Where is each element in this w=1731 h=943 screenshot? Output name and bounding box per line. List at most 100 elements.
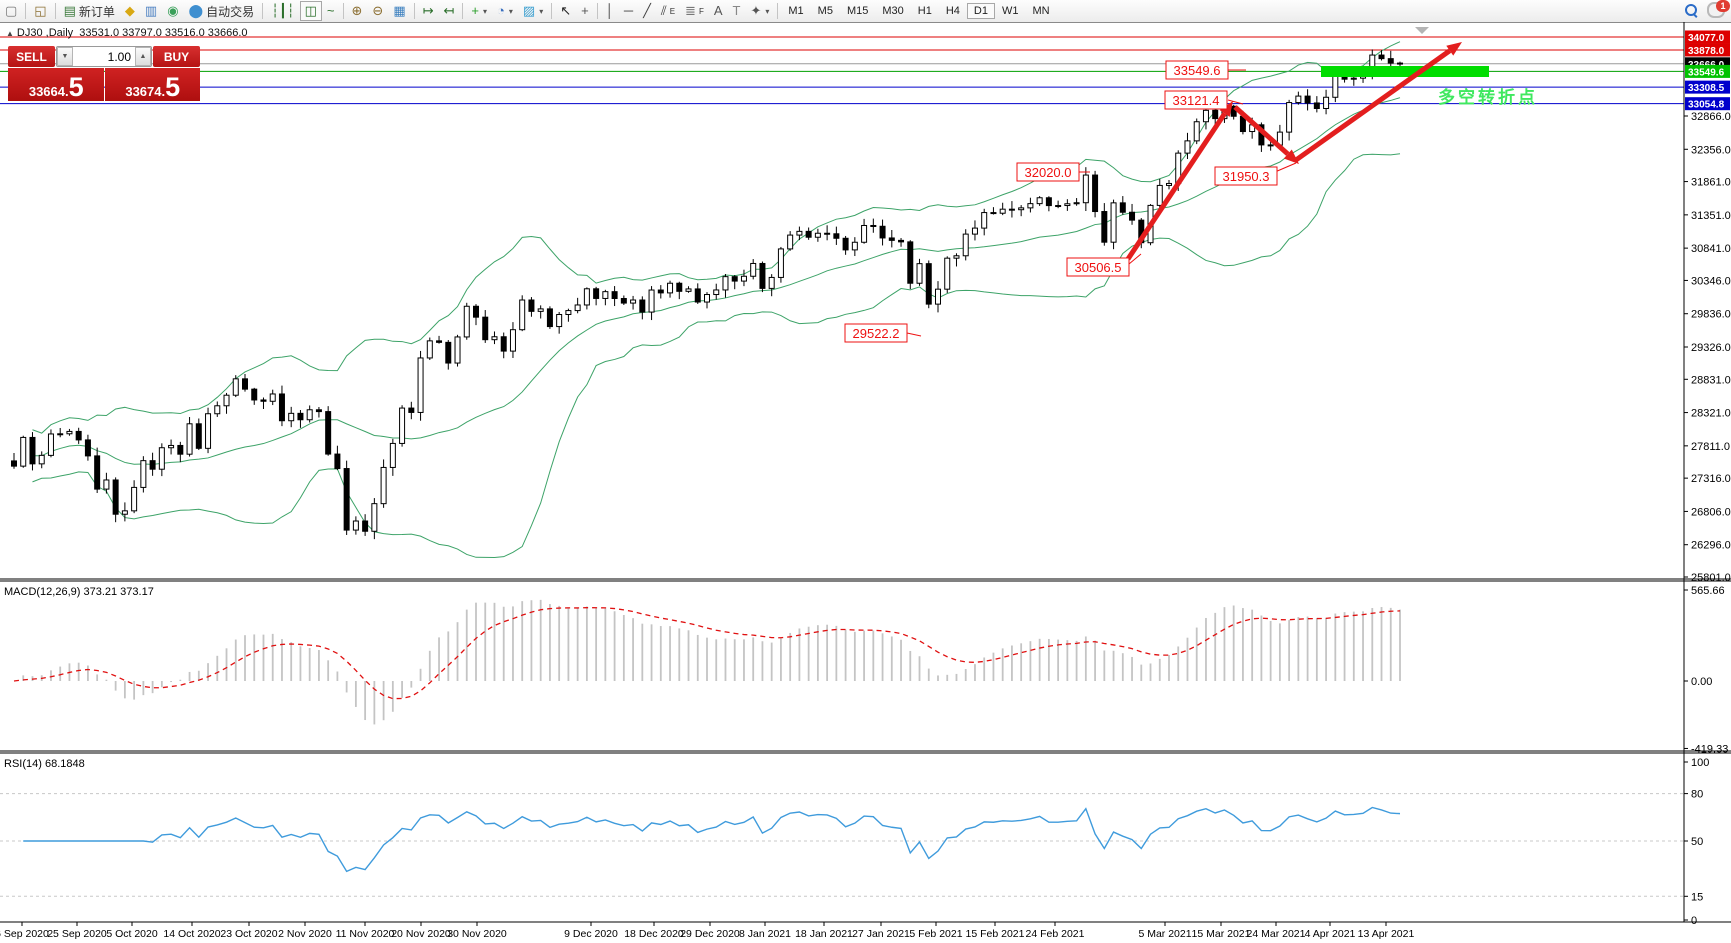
auto-trading-button[interactable]: ⬤ 自动交易: [184, 1, 260, 21]
market-watch-button[interactable]: ▥: [140, 1, 162, 21]
notification-badge: 1: [1716, 0, 1730, 12]
svg-text:18 Jan 2021: 18 Jan 2021: [795, 928, 853, 940]
timeframe-m1-button[interactable]: M1: [788, 5, 804, 17]
svg-text:5 Oct 2020: 5 Oct 2020: [106, 928, 158, 940]
volume-increase-button[interactable]: ▲: [135, 47, 151, 66]
search-icon[interactable]: [1685, 4, 1697, 16]
svg-text:15 Mar 2021: 15 Mar 2021: [1192, 928, 1251, 940]
channel-button[interactable]: ⫽ E: [656, 1, 680, 21]
svg-text:29522.2: 29522.2: [853, 326, 900, 341]
svg-text:5 Feb 2021: 5 Feb 2021: [909, 928, 962, 940]
candlestick-mode-button[interactable]: ◫: [299, 1, 322, 21]
svg-text:28321.0: 28321.0: [1691, 408, 1731, 420]
signals-icon: ◉: [167, 3, 179, 18]
vertical-line-icon: │: [605, 3, 614, 18]
candlestick-mode-icon: ◫: [304, 3, 317, 18]
channel-icon-sub: E: [669, 6, 676, 16]
chart-shift-icon: ↦: [422, 3, 434, 18]
profile-magnifier-icon: ◱: [34, 3, 47, 18]
vertical-line-button[interactable]: │: [601, 1, 619, 21]
volume-input[interactable]: 1.00: [107, 49, 131, 64]
svg-text:33549.6: 33549.6: [1688, 67, 1725, 78]
zoom-out-button[interactable]: ⊖: [367, 1, 388, 21]
fibonacci-button[interactable]: ≣ F: [680, 1, 709, 21]
horizontal-line-icon: ─: [623, 3, 634, 18]
cursor-icon: ↖: [560, 3, 572, 18]
svg-text:11 Nov 2020: 11 Nov 2020: [336, 928, 395, 940]
trendline-icon: ╱: [643, 3, 651, 18]
chart-area[interactable]: 32866.0 32356.0 31861.0 31351.0 30841.0 30346…: [0, 22, 1731, 943]
text-button[interactable]: A: [709, 1, 728, 21]
ohlc-values: 33531.0 33797.0 33516.0 33666.0: [79, 27, 248, 39]
new-chart-icon: ▢: [5, 3, 18, 18]
shapes-button[interactable]: ✦ ▾: [745, 1, 774, 21]
tile-windows-button[interactable]: ▦: [388, 1, 410, 21]
svg-text:33549.6: 33549.6: [1174, 63, 1221, 78]
notifications-icon[interactable]: 1: [1707, 0, 1730, 18]
period-button[interactable]: ◔ ▾: [492, 1, 518, 21]
add-indicator-dropdown-arrow[interactable]: ▾: [483, 6, 488, 16]
svg-text:20 Nov 2020: 20 Nov 2020: [391, 928, 451, 940]
add-indicator-button[interactable]: + ▾: [466, 1, 492, 21]
line-chart-mode-button[interactable]: ~: [322, 1, 340, 21]
timeframe-m5-button[interactable]: M5: [817, 5, 833, 17]
economic-calendar-button[interactable]: ◆: [120, 1, 140, 21]
template-button[interactable]: ▨ ▾: [518, 1, 548, 21]
shapes-dropdown-arrow[interactable]: ▾: [765, 6, 770, 16]
sell-price-main: 33664: [28, 84, 65, 99]
new-chart-button[interactable]: ▢: [0, 1, 22, 21]
symbol-period-label: DJ30 ,Daily: [16, 27, 74, 39]
auto-scroll-button[interactable]: ↤: [439, 1, 460, 21]
svg-text:31950.3: 31950.3: [1223, 169, 1270, 184]
toolbar-separator: [462, 3, 464, 19]
new-order-button[interactable]: ▤ 新订单: [59, 1, 120, 21]
buy-price-main: 33674: [125, 84, 162, 99]
svg-text:多空转折点: 多空转折点: [1438, 87, 1538, 107]
profile-magnifier-button[interactable]: ◱: [29, 1, 51, 21]
label-button[interactable]: T: [728, 1, 746, 21]
economic-calendar-icon: ◆: [124, 3, 135, 18]
template-dropdown-arrow[interactable]: ▾: [539, 6, 544, 16]
sell-price-frac: 5: [68, 72, 84, 102]
timeframe-h4-button[interactable]: H4: [945, 5, 960, 17]
chart-shift-button[interactable]: ↦: [418, 1, 439, 21]
svg-text:30506.5: 30506.5: [1075, 260, 1122, 275]
svg-text:565.66: 565.66: [1691, 585, 1725, 597]
sell-price-box[interactable]: 33664 . 5: [8, 68, 104, 101]
label-icon: T: [732, 3, 741, 18]
svg-text:18 Dec 2020: 18 Dec 2020: [624, 928, 684, 940]
svg-text:24 Feb 2021: 24 Feb 2021: [1026, 928, 1085, 940]
period-dropdown-arrow[interactable]: ▾: [508, 6, 513, 16]
svg-text:15 Feb 2021: 15 Feb 2021: [966, 928, 1025, 940]
timeframe-h1-button[interactable]: H1: [917, 5, 932, 17]
timeframe-m15-button[interactable]: M15: [846, 5, 869, 17]
sell-button[interactable]: SELL: [8, 46, 55, 67]
zoom-in-button[interactable]: ⊕: [347, 1, 368, 21]
period-icon: ◔: [497, 3, 505, 18]
svg-text:32866.0: 32866.0: [1691, 111, 1731, 123]
volume-control: ▼ 1.00 ▲: [56, 46, 152, 67]
buy-button[interactable]: BUY: [153, 46, 200, 67]
timeframe-mn-button[interactable]: MN: [1032, 5, 1050, 17]
collapse-arrow-icon[interactable]: ▲: [6, 29, 14, 38]
toolbar-separator: [777, 3, 779, 19]
horizontal-line-button[interactable]: ─: [619, 1, 638, 21]
shapes-icon: ✦: [750, 3, 762, 18]
svg-text:33878.0: 33878.0: [1688, 46, 1725, 57]
timeframe-m30-button[interactable]: M30: [882, 5, 904, 17]
cursor-button[interactable]: ↖: [555, 1, 576, 21]
buy-price-box[interactable]: 33674 . 5: [104, 68, 200, 101]
trendline-button[interactable]: ╱: [638, 1, 656, 21]
svg-text:0: 0: [1691, 915, 1697, 927]
volume-decrease-button[interactable]: ▼: [57, 47, 73, 66]
bar-chart-mode-button[interactable]: ┆┃┆: [266, 1, 299, 21]
svg-text:25 Sep 2020: 25 Sep 2020: [47, 928, 107, 940]
crosshair-button[interactable]: +: [576, 1, 594, 21]
svg-text:80: 80: [1691, 789, 1703, 801]
signals-button[interactable]: ◉: [162, 1, 183, 21]
svg-text:MACD(12,26,9) 373.21 373.17: MACD(12,26,9) 373.21 373.17: [4, 586, 154, 598]
svg-text:24 Mar 2021: 24 Mar 2021: [1247, 928, 1306, 940]
timeframe-d1-button[interactable]: D1: [966, 3, 995, 19]
timeframe-w1-button[interactable]: W1: [1001, 5, 1019, 17]
svg-text:28831.0: 28831.0: [1691, 374, 1731, 386]
